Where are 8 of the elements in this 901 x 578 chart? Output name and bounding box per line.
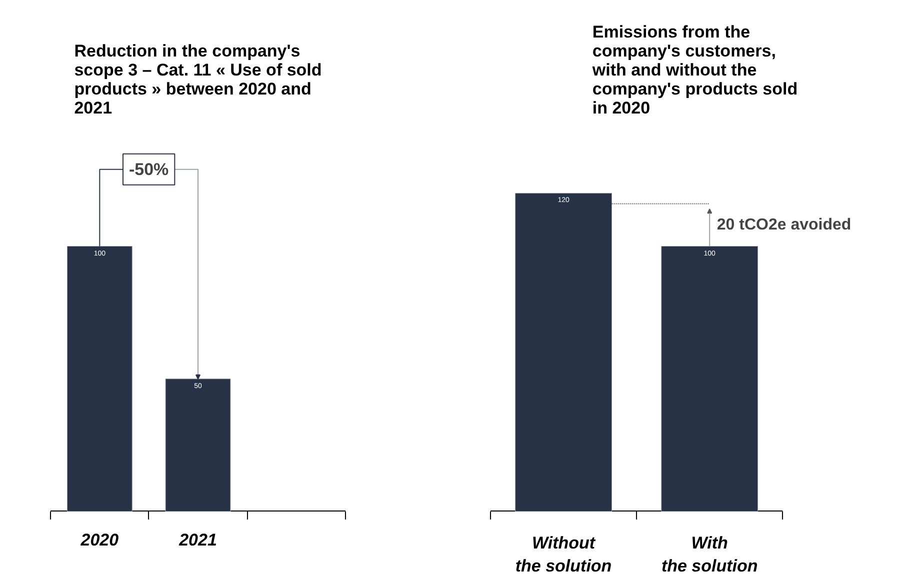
chart-title: Reduction in the company's scope 3 – Cat. 11 « Use of sold products » between 2020 and 2021 (74, 42, 322, 118)
x-tick-label: 2021 (178, 530, 217, 550)
chart-title: Emissions from the company's customers, with and without the company's products sold in 2020 (591, 22, 798, 118)
x-tick-label: Without the solution (515, 534, 612, 576)
x-tick-label: With the solution (661, 534, 758, 576)
text: -50% (128, 160, 169, 179)
x-tick-label: 2020 (80, 530, 120, 550)
annotation: 20 tCO2e avoided (716, 216, 852, 234)
